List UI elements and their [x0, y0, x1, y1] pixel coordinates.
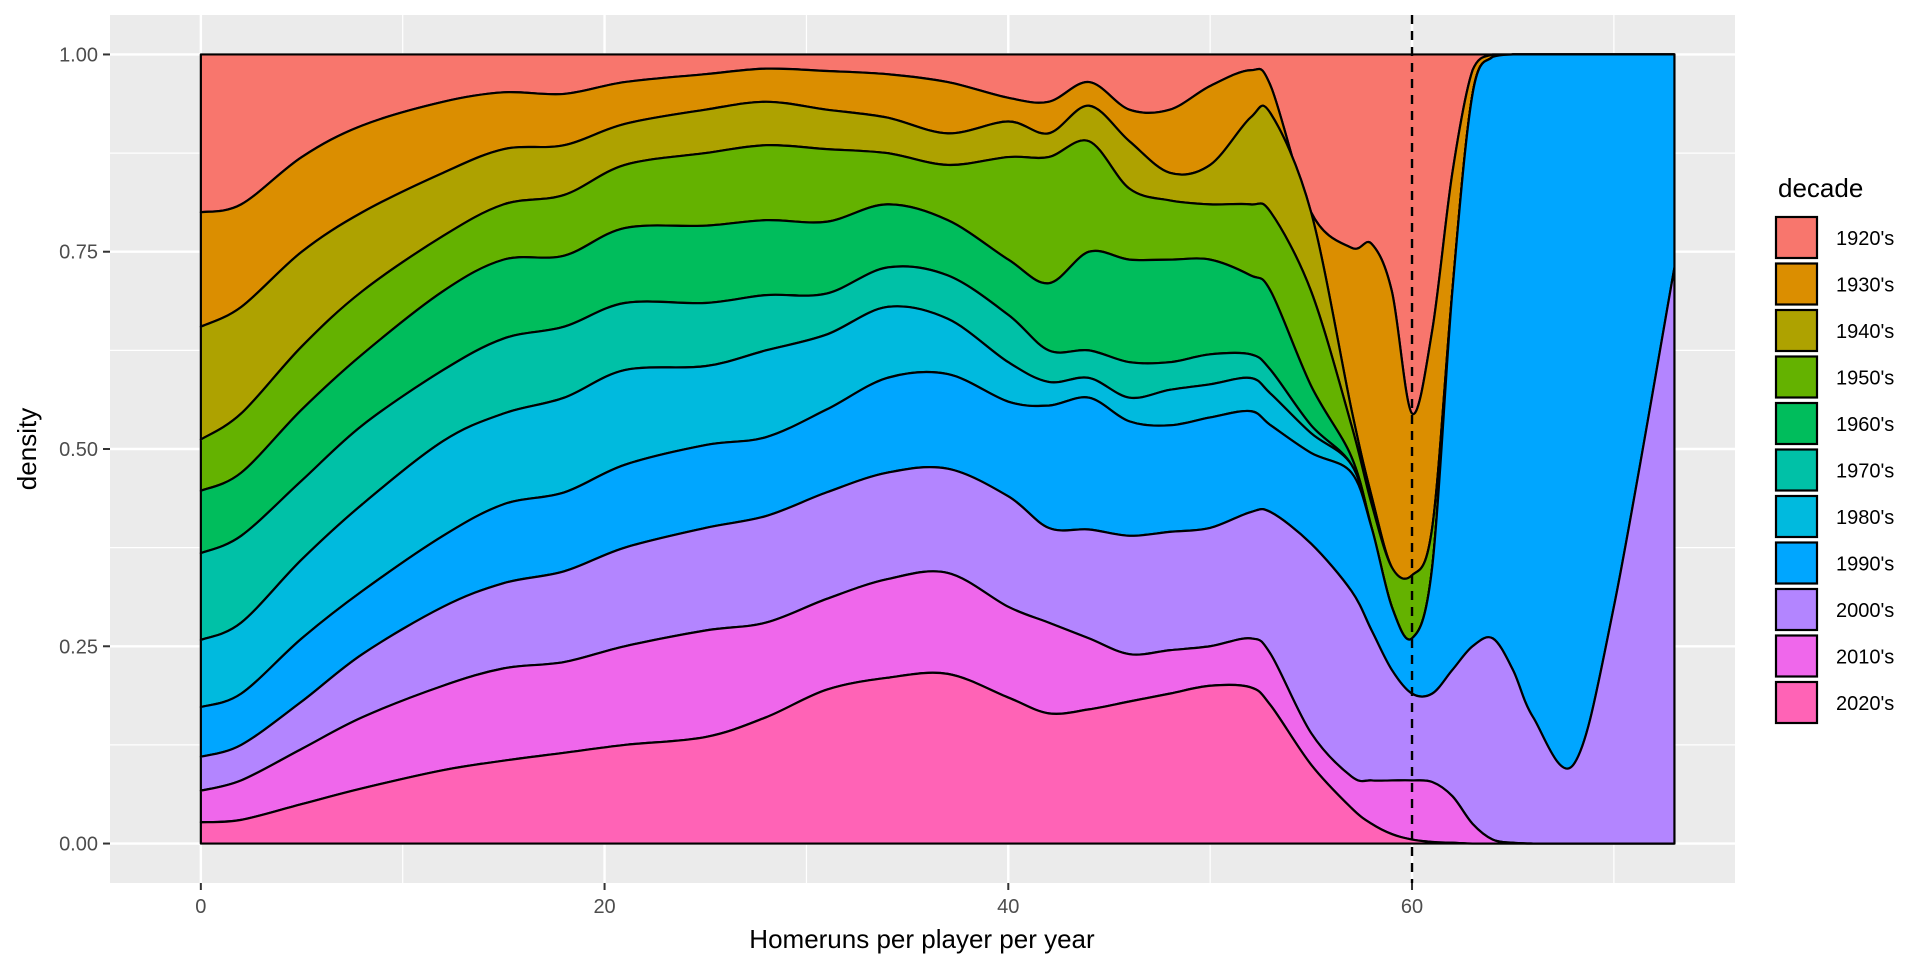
legend-label: 1980's: [1836, 507, 1894, 529]
area-2020s: [199, 671, 1676, 845]
stacked-areas: [199, 53, 1676, 845]
legend-label: 1950's: [1836, 368, 1894, 390]
x-tick-label: 20: [593, 896, 615, 918]
legend-swatch: [1774, 680, 1819, 725]
legend-label: 1990's: [1836, 554, 1894, 576]
y-axis-title: density: [12, 408, 42, 490]
legend-swatch: [1774, 587, 1819, 632]
legend-swatch: [1774, 262, 1819, 306]
y-tick-label: 0.25: [59, 636, 98, 658]
legend-swatch: [1774, 401, 1819, 446]
y-tick-label: 0.50: [59, 439, 98, 461]
legend-swatch: [1774, 308, 1819, 353]
x-tick-labels: 0 20 40 60: [195, 896, 1423, 918]
legend-label: 2010's: [1836, 647, 1894, 669]
x-tick-label: 0: [195, 896, 206, 918]
legend-label: 1920's: [1836, 228, 1894, 250]
legend-label: 1940's: [1836, 321, 1894, 343]
legend: decade 1920's 1930's 1940's 1950's 1960's 197…: [1774, 173, 1894, 725]
legend-label: 2000's: [1836, 600, 1894, 622]
x-tick-label: 60: [1401, 896, 1423, 918]
legend-keys: 1920's 1930's 1940's 1950's 1960's 1970's 1980…: [1774, 215, 1894, 725]
x-tick-label: 40: [997, 896, 1019, 918]
x-axis-title: Homeruns per player per year: [749, 924, 1095, 954]
legend-swatch: [1774, 541, 1819, 585]
legend-label: 1930's: [1836, 275, 1894, 297]
legend-swatch: [1774, 634, 1819, 678]
legend-label: 2020's: [1836, 693, 1894, 715]
legend-label: 1970's: [1836, 461, 1894, 483]
legend-swatch: [1774, 355, 1819, 399]
legend-label: 1960's: [1836, 414, 1894, 436]
legend-title: decade: [1778, 173, 1863, 203]
y-tick-label: 0.75: [59, 242, 98, 264]
y-tick-label: 1.00: [59, 44, 98, 66]
legend-swatch: [1774, 215, 1819, 260]
y-tick-label: 0.00: [59, 834, 98, 856]
legend-swatch: [1774, 494, 1819, 539]
y-tick-labels: 0.00 0.25 0.50 0.75 1.00: [59, 44, 98, 855]
legend-swatch: [1774, 448, 1819, 492]
axis-ticks: [103, 53, 1414, 890]
